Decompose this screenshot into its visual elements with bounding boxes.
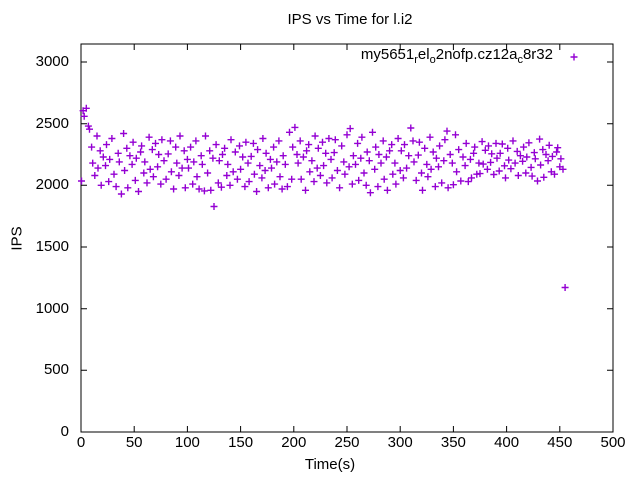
plot-border <box>80 43 614 433</box>
x-tick-label: 300 <box>387 434 413 451</box>
x-tick-label: 50 <box>125 434 143 451</box>
y-tick-label: 1500 <box>35 238 69 255</box>
x-tick-label: 500 <box>600 434 626 451</box>
x-tick-label: 200 <box>281 434 307 451</box>
x-tick-label: 400 <box>494 434 520 451</box>
y-tick-label: 2500 <box>35 114 69 132</box>
x-tick-label: 0 <box>76 434 86 451</box>
scatter-series <box>78 104 569 291</box>
y-tick-label: 3000 <box>35 53 69 70</box>
y-tick-label: 1000 <box>35 299 69 317</box>
x-tick-label: 250 <box>334 434 360 451</box>
y-tick-label: 0 <box>60 423 69 440</box>
y-tick-label: 500 <box>43 361 69 379</box>
x-tick-label: 100 <box>174 434 200 451</box>
x-tick-label: 350 <box>440 434 466 451</box>
chart-title: IPS vs Time for l.i2 <box>287 11 413 28</box>
axis-ticks <box>80 44 614 433</box>
legend-marker-icon <box>570 53 578 61</box>
y-tick-label: 2000 <box>35 176 69 194</box>
x-axis-title: Time(s) <box>304 456 356 473</box>
legend-series-label: my5651relo2nofp.cz12ac8r32 <box>360 46 553 66</box>
x-tick-label: 450 <box>547 434 573 451</box>
x-tick-label: 150 <box>228 434 254 451</box>
